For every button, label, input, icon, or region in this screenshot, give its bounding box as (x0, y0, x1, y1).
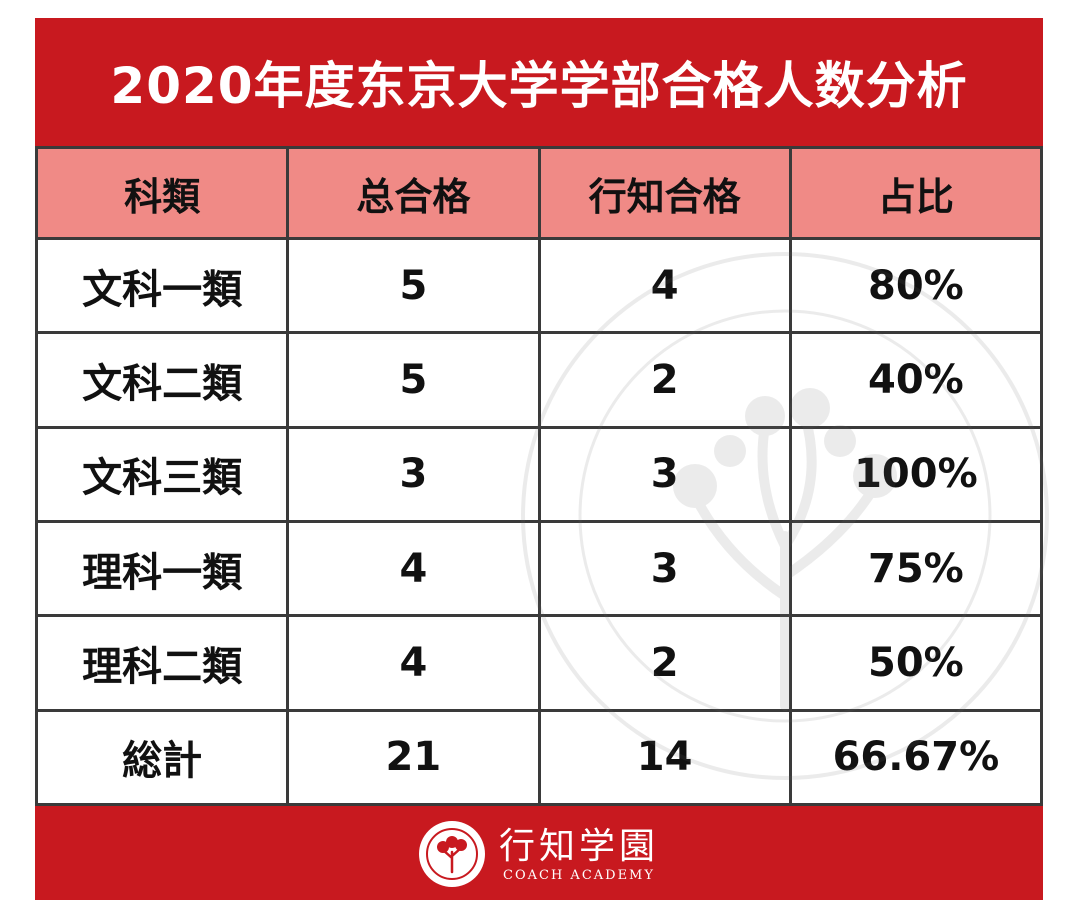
table-header-row: 科類 总合格 行知合格 占比 (34, 146, 1044, 240)
ratio-cell: 40% (788, 331, 1044, 429)
xingzhi-cell: 2 (537, 614, 792, 712)
header-ratio: 占比 (788, 146, 1044, 240)
xingzhi-cell: 4 (537, 236, 792, 335)
total-cell: 4 (286, 519, 541, 618)
table-row: 文科三類 3 3 100% (34, 425, 1044, 523)
total-cell: 5 (286, 331, 541, 429)
category-cell: 理科一類 (34, 519, 290, 618)
total-cell: 4 (286, 614, 541, 712)
category-cell: 理科二類 (34, 614, 290, 712)
category-cell: 文科二類 (34, 331, 290, 429)
total-cell: 3 (286, 425, 541, 523)
footer-brand: 行知学園 COACH ACADEMY (35, 808, 1043, 900)
analysis-card: 2020年度东京大学学部合格人数分析 科類 总合格 行知合格 占比 文科一類 5… (34, 18, 1049, 900)
header-xingzhi: 行知合格 (537, 146, 792, 240)
summary-ratio-cell: 66.67% (788, 708, 1044, 807)
xingzhi-cell: 3 (537, 519, 792, 618)
summary-total-cell: 21 (286, 708, 541, 807)
brand-text: 行知学園 COACH ACADEMY (499, 826, 659, 883)
xingzhi-cell: 2 (537, 331, 792, 429)
ratio-cell: 80% (788, 236, 1044, 335)
table-row: 文科一類 5 4 80% (34, 236, 1044, 335)
ratio-cell: 50% (788, 614, 1044, 712)
xingzhi-cell: 3 (537, 425, 792, 523)
summary-category-cell: 総計 (34, 708, 290, 807)
table-row: 理科一類 4 3 75% (34, 519, 1044, 618)
summary-row: 総計 21 14 66.67% (34, 708, 1044, 807)
page-title: 2020年度东京大学学部合格人数分析 (110, 57, 968, 115)
table-row: 文科二類 5 2 40% (34, 331, 1044, 429)
total-cell: 5 (286, 236, 541, 335)
table-row: 理科二類 4 2 50% (34, 614, 1044, 712)
category-cell: 文科三類 (34, 425, 290, 523)
category-cell: 文科一類 (34, 236, 290, 335)
ratio-cell: 75% (788, 519, 1044, 618)
brand-name-cn: 行知学園 (498, 825, 659, 867)
ratio-cell: 100% (788, 425, 1044, 523)
summary-xingzhi-cell: 14 (537, 708, 792, 807)
tree-seal-icon (418, 821, 485, 887)
header-total: 总合格 (286, 146, 541, 240)
header-category: 科類 (34, 146, 290, 240)
brand-name-en: COACH ACADEMY (503, 867, 655, 883)
admissions-table: 科類 总合格 行知合格 占比 文科一類 5 4 80% 文科二類 5 2 40%… (34, 146, 1044, 807)
